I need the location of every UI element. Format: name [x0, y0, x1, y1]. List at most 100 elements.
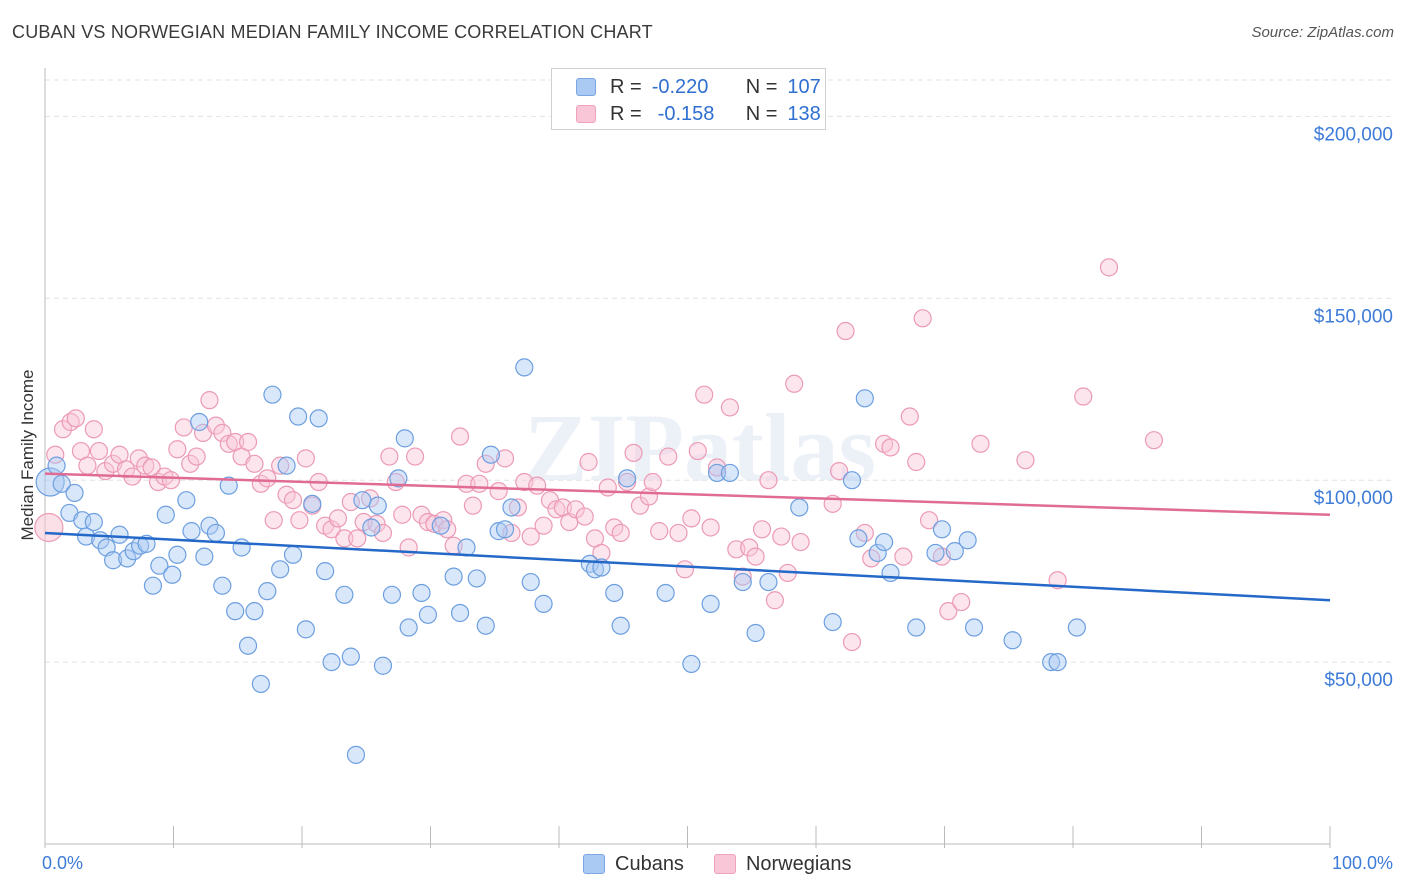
norwegians-point: [66, 409, 85, 428]
cubans-point: [389, 469, 408, 488]
cubans-point: [881, 563, 900, 583]
norwegians-point: [322, 520, 341, 539]
norwegians-point: [669, 523, 688, 543]
cubans-point: [450, 603, 470, 623]
norwegians-point: [200, 391, 219, 410]
cubans-point: [932, 520, 952, 539]
y-tick-label: $200,000: [1314, 124, 1393, 145]
norwegians-point: [881, 438, 900, 457]
cubans-point: [245, 602, 264, 621]
norwegians-point: [675, 560, 695, 579]
n-value: 138: [787, 102, 821, 125]
source-credit: Source: ZipAtlas.com: [1251, 24, 1394, 41]
watermark: ZIPatlas: [524, 394, 876, 501]
cubans-point: [110, 525, 129, 544]
y-tick-labels: $50,000 $100,000 $150,000 $200,000: [1314, 124, 1393, 691]
cubans-point: [868, 543, 887, 563]
cubans-point: [258, 582, 277, 601]
norwegians-point: [688, 441, 707, 461]
x-tick-label-max: 100.0%: [1332, 853, 1393, 873]
norwegians-point: [271, 456, 290, 475]
cubans-point: [701, 594, 720, 613]
cubans-point: [296, 620, 315, 639]
cubans-point: [476, 616, 495, 635]
norwegians-point: [547, 500, 566, 519]
norwegians-point: [219, 434, 238, 453]
cubans-point: [346, 745, 366, 764]
norwegians-trend-line: [44, 472, 1331, 517]
norwegians-point: [283, 491, 303, 510]
norwegians-point: [733, 567, 752, 586]
legend-item-cubans[interactable]: Cubans: [583, 853, 684, 876]
cubans-point: [368, 496, 387, 515]
norwegians-point: [1016, 451, 1035, 470]
norwegians-point: [335, 529, 354, 548]
cubans-point: [418, 605, 438, 624]
cubans-point: [945, 542, 964, 561]
norwegians-point: [1144, 431, 1164, 450]
norwegians-point: [952, 592, 971, 612]
norwegians-point: [161, 471, 181, 490]
cubans-point: [232, 538, 251, 557]
cubans-point: [150, 556, 169, 575]
norwegians-point: [34, 512, 64, 543]
series-legend: Cubans Norwegians: [583, 852, 882, 876]
norwegians-point: [528, 476, 547, 495]
cubans-point: [823, 612, 842, 632]
cubans-point: [177, 491, 196, 510]
norwegians-swatch: [576, 105, 596, 123]
norwegians-point: [785, 374, 804, 393]
y-tick-label: $100,000: [1314, 488, 1393, 509]
cubans-point: [495, 520, 515, 539]
cubans-point: [964, 618, 984, 637]
cubans-point: [467, 569, 486, 588]
cubans-trend-line: [44, 531, 1331, 602]
cubans-point: [213, 576, 232, 595]
cubans-point: [489, 522, 508, 541]
cubans-point: [746, 623, 765, 643]
norwegians-point: [508, 498, 527, 517]
cubans-point: [143, 576, 163, 595]
cubans-point: [790, 498, 809, 517]
cubans-point: [907, 618, 926, 637]
cubans-point: [206, 523, 226, 543]
norwegians-point: [650, 522, 669, 541]
cubans-point: [47, 456, 66, 475]
cubans-swatch: [576, 78, 596, 96]
norwegians-point: [470, 474, 489, 493]
x-tick-label-min: 0.0%: [42, 853, 83, 873]
n-label: N =: [745, 75, 778, 98]
cubans-point: [618, 469, 637, 488]
norwegians-point: [575, 507, 594, 526]
norwegians-point: [78, 456, 97, 475]
legend-label-cubans: Cubans: [615, 852, 684, 875]
cubans-point: [200, 516, 219, 535]
norwegians-point: [695, 385, 714, 404]
norwegians-point: [939, 602, 958, 621]
cubans-point: [707, 463, 727, 483]
cubans-point: [226, 602, 245, 621]
cubans-point: [156, 505, 175, 524]
cubans-point: [271, 560, 290, 579]
cubans-point: [118, 549, 137, 568]
norwegians-point: [373, 523, 393, 543]
cubans-point: [168, 545, 187, 564]
norwegians-point: [598, 478, 617, 497]
cubans-point: [190, 412, 209, 432]
norwegians-point: [258, 469, 277, 488]
cubans-point: [1067, 618, 1086, 637]
cubans-point: [309, 409, 328, 428]
norwegians-point: [913, 309, 932, 328]
legend-row-cubans: R = -0.220 N = 107: [576, 76, 821, 98]
norwegians-point: [919, 511, 939, 530]
norwegians-point: [238, 432, 258, 452]
cubans-swatch: [583, 854, 605, 874]
norwegians-point: [116, 460, 136, 479]
norwegians-point: [328, 509, 348, 528]
cubans-point: [303, 494, 322, 513]
cubans-point: [104, 551, 123, 570]
legend-label-norwegians: Norwegians: [745, 852, 852, 875]
cubans-point: [412, 583, 431, 603]
cubans-point: [682, 654, 701, 674]
legend-item-norwegians[interactable]: Norwegians: [713, 852, 852, 876]
